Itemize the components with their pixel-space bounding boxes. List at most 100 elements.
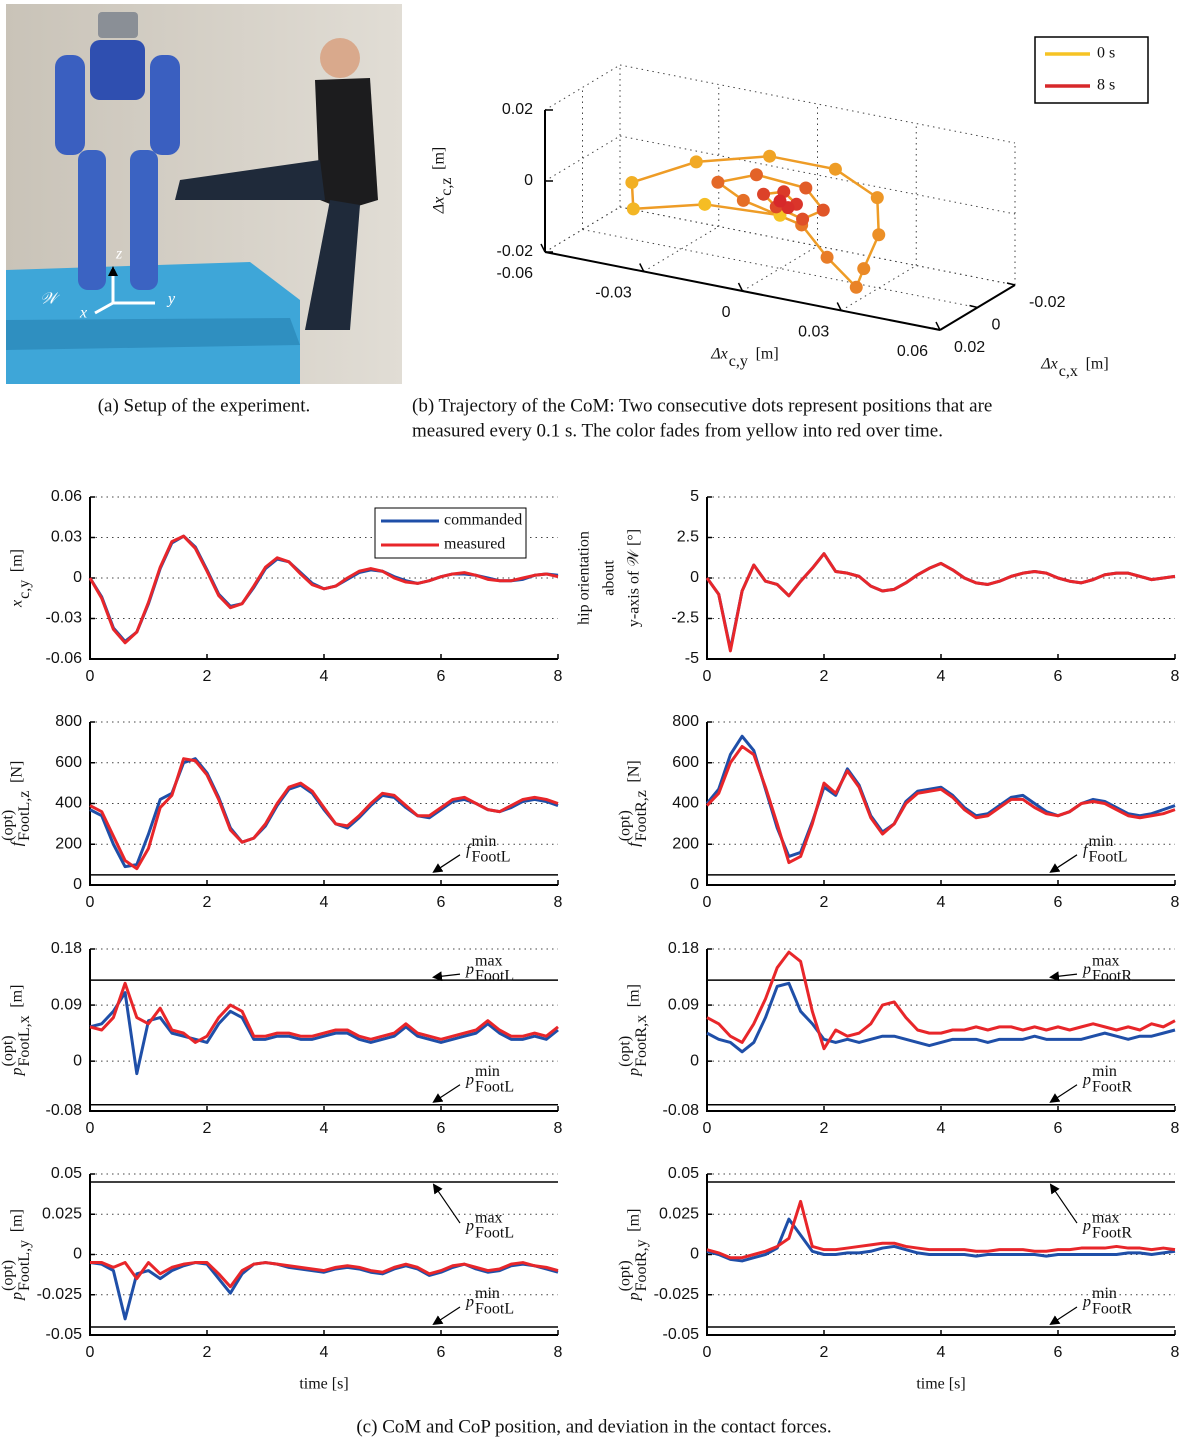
grid-line	[840, 265, 917, 311]
label-sup: (opt)	[0, 1260, 16, 1291]
x-tick-label: 2	[820, 1344, 829, 1361]
x-tick-label: 8	[554, 894, 563, 911]
y-tick-label: 800	[55, 713, 82, 730]
point	[689, 155, 703, 169]
limit-arrow	[1049, 971, 1078, 982]
y-tick-label: 0.18	[668, 940, 699, 957]
x-tick-label: 8	[1171, 1344, 1180, 1361]
x-tick-label: 8	[1171, 668, 1180, 685]
x-tick-label: 0	[703, 894, 712, 911]
label-sup: (opt)	[616, 810, 633, 841]
person-leg	[175, 160, 325, 200]
x-tick-label: 4	[320, 894, 329, 911]
y-tick-label: 0	[73, 1246, 82, 1263]
robot-arm	[55, 55, 85, 155]
y-tick-label: 0	[73, 569, 82, 586]
point	[773, 194, 787, 208]
x-tick-label: 0	[86, 1120, 95, 1137]
line-series	[89, 991, 559, 1076]
z-tick-label: 0	[524, 172, 533, 189]
y-tick-label: 0	[690, 876, 699, 893]
x-tick-label: 0	[86, 1344, 95, 1361]
line-series	[706, 981, 1176, 1054]
y-tick-label: 0.05	[668, 1165, 699, 1182]
x-tick-label: 2	[203, 1120, 212, 1137]
z-tick-label: -0.02	[497, 243, 534, 260]
label-sup: max	[1092, 1209, 1120, 1226]
point	[626, 202, 640, 216]
point	[698, 197, 712, 211]
legend-label: 8 s	[1097, 77, 1115, 94]
caption: (c) CoM and CoP position, and deviation …	[356, 1416, 831, 1437]
y-tick-label: -0.03	[46, 610, 83, 627]
point	[799, 181, 813, 195]
y-tick-label: 400	[672, 795, 699, 812]
x-tick-label: 0	[86, 668, 95, 685]
x-tick-label: 2	[203, 668, 212, 685]
label-sub: FootR	[1092, 968, 1132, 985]
label-sup: min	[1088, 833, 1113, 850]
x-tick-label: 4	[937, 668, 946, 685]
label-sub: FootR,z	[633, 790, 650, 841]
grid-line	[619, 206, 1016, 286]
x-tick-label: 0	[703, 1120, 712, 1137]
point	[849, 280, 863, 294]
label-base: p	[1082, 1294, 1091, 1311]
label-sup: max	[475, 1209, 503, 1226]
label-sub: FootL,z	[16, 791, 33, 841]
y-axis-label: about	[601, 560, 618, 596]
x-tick-label: 0	[86, 894, 95, 911]
grid-line	[544, 64, 621, 111]
label-base: p	[465, 1071, 474, 1088]
label-unit: [m]	[9, 985, 26, 1008]
person-leg	[305, 200, 360, 330]
y-tick-label: 800	[672, 713, 699, 730]
grid-line	[544, 206, 621, 253]
label-sub: c,y	[16, 580, 33, 599]
tick	[737, 282, 744, 292]
limit-arrow	[432, 971, 461, 982]
label-sub: FootL	[475, 1078, 514, 1095]
label-sub: FootL,y	[16, 1240, 33, 1291]
label-sup: (opt)	[0, 1035, 16, 1066]
grid-line	[619, 64, 1016, 144]
x-tick-label: 6	[1054, 1344, 1063, 1361]
label-sup: min	[1092, 1285, 1117, 1302]
label-unit: [m]	[756, 346, 779, 363]
line-series	[89, 981, 559, 1044]
limit-arrow	[432, 1306, 461, 1326]
label-unit: [N]	[9, 761, 26, 783]
limit-arrow	[432, 1084, 461, 1103]
point	[763, 149, 777, 163]
limit-arrow	[1049, 854, 1078, 873]
label-base: Δx	[431, 197, 448, 215]
limit-arrow	[1049, 1183, 1078, 1224]
tick	[540, 243, 546, 253]
x-tick-label: -0.02	[1029, 294, 1066, 311]
point	[816, 203, 830, 217]
point	[625, 175, 639, 189]
limit-arrow	[1049, 1306, 1078, 1326]
label-unit: [m]	[1086, 356, 1109, 373]
line-series	[89, 757, 559, 871]
y-tick-label: -0.03	[595, 285, 632, 302]
label-sub: c,x	[1059, 363, 1078, 380]
y-axis-label: f(opt) FootR,z [N]	[616, 760, 650, 846]
y-tick-label: 0	[690, 1052, 699, 1069]
label-sub: c,z	[438, 178, 455, 196]
point	[796, 212, 810, 226]
y-tick-label: -0.05	[46, 1326, 83, 1343]
mat-edge	[6, 318, 300, 350]
x-tick-label: 4	[937, 894, 946, 911]
label-base: p	[626, 1068, 643, 1077]
label-sub: FootL	[475, 1300, 514, 1317]
legend-label: 0 s	[1097, 45, 1115, 62]
axes	[89, 1174, 558, 1336]
frame-label: y	[166, 291, 176, 308]
x-tick-label: 4	[320, 1120, 329, 1137]
y-tick-label: 0.18	[51, 940, 82, 957]
